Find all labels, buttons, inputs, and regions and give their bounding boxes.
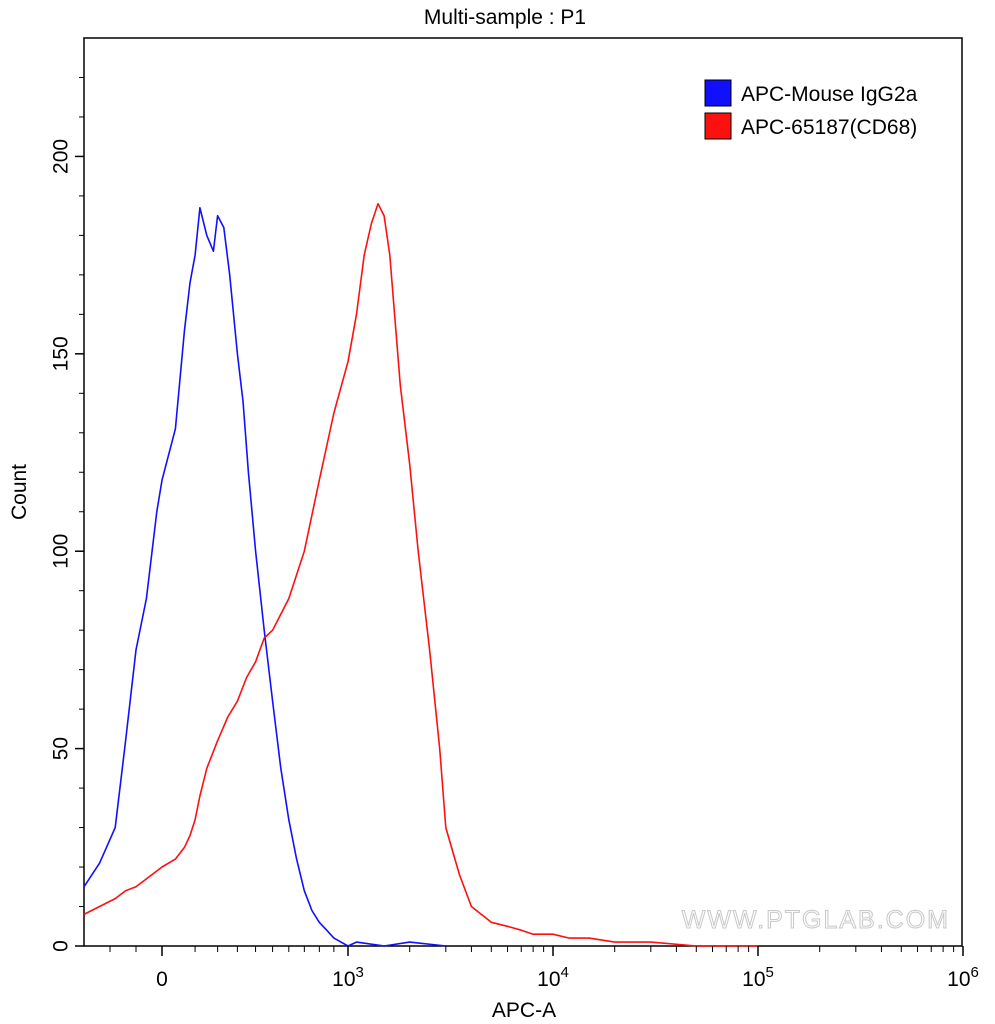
series-line-1	[83, 203, 758, 947]
x-tick-exponent: 6	[971, 964, 979, 981]
x-tick-exponent: 5	[766, 964, 774, 981]
y-tick-label-50: 50	[50, 737, 73, 760]
y-axis-label: Count	[8, 464, 31, 520]
y-tick-label-100: 100	[50, 534, 73, 569]
x-tick-base: 10	[947, 968, 970, 991]
legend-label-1: APC-65187(CD68)	[741, 116, 917, 139]
x-tick-base: 10	[742, 968, 765, 991]
series-line-0	[83, 207, 446, 947]
x-tick-base: 10	[332, 968, 355, 991]
x-tick-label-3: 105	[742, 964, 774, 991]
x-axis-label: APC-A	[492, 999, 556, 1022]
legend-label-0: APC-Mouse IgG2a	[741, 83, 918, 106]
x-tick-exponent: 3	[356, 964, 364, 981]
legend: APC-Mouse IgG2a APC-65187(CD68)	[704, 79, 918, 140]
chart-title: Multi-sample : P1	[424, 6, 586, 29]
legend-swatch-0	[704, 79, 732, 107]
x-tick-label-1: 103	[332, 964, 364, 991]
x-tick-base: 0	[156, 968, 168, 991]
y-tick-label-0: 0	[50, 940, 73, 952]
x-axis: 0 103 104 105 106	[109, 946, 979, 991]
x-tick-base: 10	[537, 968, 560, 991]
legend-swatch-1	[704, 112, 732, 140]
y-axis: 0 50 100 150 200	[50, 76, 84, 952]
x-tick-label-2: 104	[537, 964, 569, 991]
x-tick-exponent: 4	[561, 964, 569, 981]
series-layer	[83, 203, 758, 947]
plot-area	[83, 37, 963, 947]
y-tick-label-200: 200	[50, 139, 73, 174]
x-tick-label-0: 0	[156, 968, 168, 991]
y-tick-label-150: 150	[50, 336, 73, 371]
x-tick-label-4: 106	[947, 964, 979, 991]
watermark-text: WWW.PTGLAB.COM	[682, 906, 950, 934]
